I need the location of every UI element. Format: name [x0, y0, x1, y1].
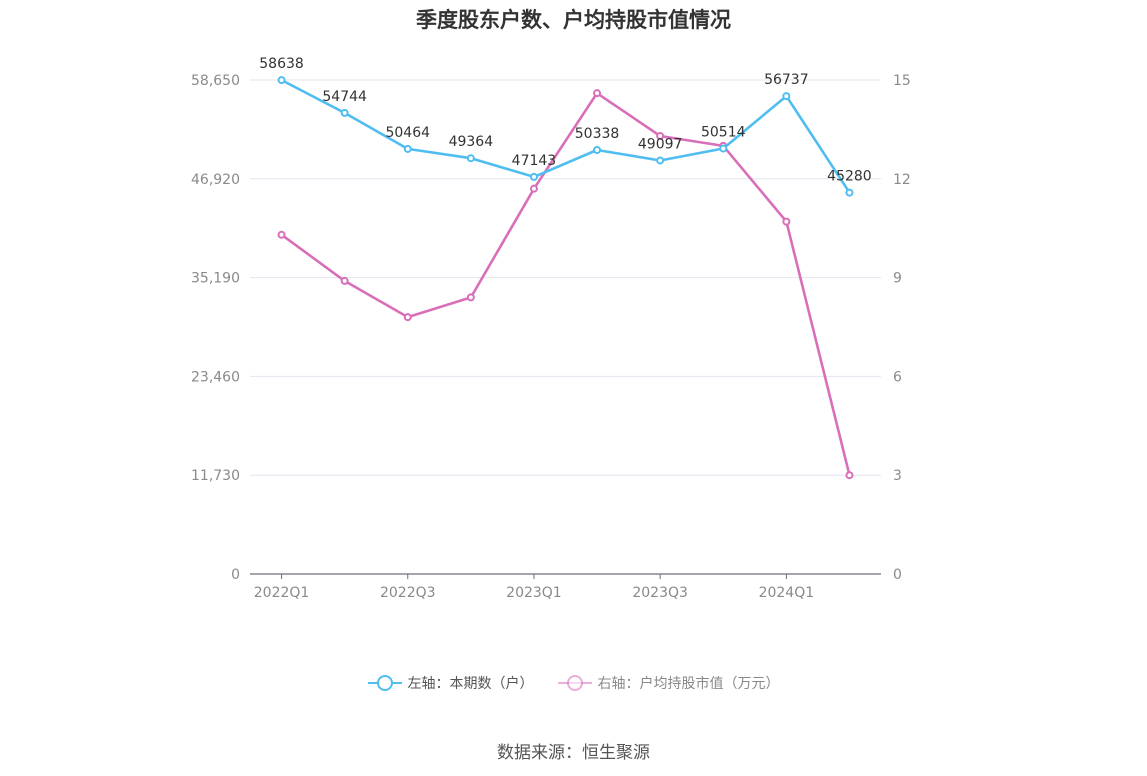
- data-label: 49097: [638, 136, 683, 152]
- chart-title: 季度股东户数、户均持股市值情况: [416, 8, 731, 32]
- right-axis-tick-label: 12: [893, 172, 911, 188]
- series-point[interactable]: [403, 313, 412, 322]
- x-axis-tick-label: 2023Q3: [632, 585, 688, 601]
- series-line: [280, 78, 851, 194]
- data-source-note: 数据来源：恒生聚源: [497, 743, 650, 763]
- legend-item-households[interactable]: 左轴：本期数（户）: [367, 673, 534, 693]
- data-label: 49364: [449, 134, 494, 150]
- legend-item-avg-market-value[interactable]: 右轴：户均持股市值（万元）: [557, 673, 780, 693]
- legend: 左轴：本期数（户） 右轴：户均持股市值（万元）: [0, 673, 1147, 693]
- series-point[interactable]: [340, 276, 349, 285]
- right-axis-tick-label: 6: [893, 369, 902, 385]
- left-axis-tick-label: 23,460: [191, 369, 240, 385]
- series-point[interactable]: [719, 144, 728, 153]
- data-label: 54744: [322, 89, 367, 105]
- data-label: 50338: [575, 126, 620, 142]
- left-axis-tick-label: 46,920: [191, 172, 240, 188]
- x-axis-tick-label: 2024Q1: [759, 585, 815, 601]
- left-axis-tick-label: 11,730: [191, 468, 240, 484]
- series-lines: [277, 76, 854, 480]
- legend-label: 右轴：户均持股市值（万元）: [597, 676, 780, 692]
- series-point[interactable]: [340, 108, 349, 117]
- series-point[interactable]: [656, 131, 665, 140]
- axes: 0 0 11,730 3 23,460 6 35,190 9 46,920 12 58,650 15 2…: [191, 73, 911, 601]
- legend-line-marker-icon: [367, 675, 402, 691]
- grid-lines: [250, 79, 881, 476]
- legend-label: 左轴：本期数（户）: [407, 676, 534, 692]
- left-axis-tick-label: 35,190: [191, 271, 240, 287]
- x-axis-tick-label: 2023Q1: [506, 585, 562, 601]
- right-axis-tick-label: 3: [893, 468, 902, 484]
- left-axis-tick-label: 58,650: [191, 73, 240, 89]
- right-axis-tick-label: 9: [893, 271, 902, 287]
- left-axis-tick-label: 0: [231, 567, 240, 583]
- data-label: 50464: [385, 125, 430, 141]
- series-point[interactable]: [593, 146, 602, 155]
- right-axis-tick-label: 15: [893, 73, 911, 89]
- series-point[interactable]: [277, 76, 286, 85]
- series-point[interactable]: [845, 471, 854, 480]
- series-point[interactable]: [593, 89, 602, 98]
- series-point[interactable]: [277, 230, 286, 239]
- chart-area: 0 0 11,730 3 23,460 6 35,190 9 46,920 12 58,650 15 2…: [191, 56, 911, 601]
- x-axis-tick-label: 2022Q1: [254, 585, 310, 601]
- data-label: 50514: [701, 125, 746, 141]
- data-label: 45280: [827, 169, 872, 185]
- series-point[interactable]: [403, 144, 412, 153]
- legend-line-marker-icon: [557, 675, 592, 691]
- data-label: 47143: [512, 153, 557, 169]
- series-point[interactable]: [466, 154, 475, 163]
- data-labels: 58638 54744 50464 49364 47143 50338 49097 50514…: [259, 56, 871, 185]
- right-axis-tick-label: 0: [893, 567, 902, 583]
- data-label: 56737: [764, 72, 809, 88]
- series-point[interactable]: [529, 184, 538, 193]
- series-point[interactable]: [466, 293, 475, 302]
- series-point[interactable]: [845, 188, 854, 197]
- series-point[interactable]: [656, 156, 665, 165]
- series-point[interactable]: [782, 92, 791, 101]
- series-line: [280, 91, 851, 476]
- data-label: 58638: [259, 56, 304, 72]
- x-axis-tick-label: 2022Q3: [380, 585, 436, 601]
- series-point[interactable]: [782, 217, 791, 226]
- series-point[interactable]: [529, 172, 538, 181]
